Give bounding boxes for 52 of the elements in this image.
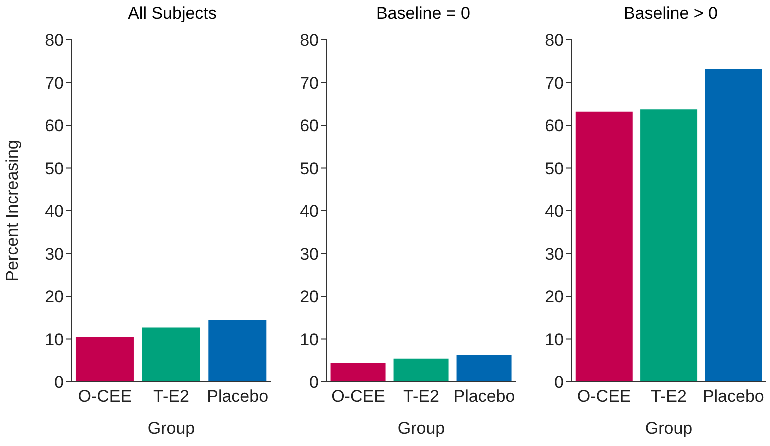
y-tick-label: 40 xyxy=(300,202,319,222)
bar xyxy=(576,112,633,382)
x-tick-label: Placebo xyxy=(454,387,516,406)
y-tick-label: 30 xyxy=(45,244,64,264)
y-tick-label: 80 xyxy=(545,31,564,50)
y-tick-label: 20 xyxy=(300,288,319,307)
y-axis-title: Percent Increasing xyxy=(3,140,22,282)
y-tick-label: 30 xyxy=(300,244,319,264)
bar xyxy=(208,320,267,382)
y-tick-label: 0 xyxy=(310,373,319,392)
chart-title: Baseline > 0 xyxy=(622,3,720,25)
y-tick-label: 10 xyxy=(300,330,319,350)
y-tick-label: 40 xyxy=(545,202,564,222)
y-tick-label: 10 xyxy=(45,330,64,350)
y-tick-label: 60 xyxy=(300,116,319,136)
y-tick-label: 50 xyxy=(45,159,64,178)
y-tick-label: 80 xyxy=(300,31,319,50)
y-tick-label: 20 xyxy=(545,288,564,307)
y-tick-label: 10 xyxy=(545,330,564,350)
x-tick-label: Placebo xyxy=(702,387,764,406)
y-tick-label: 70 xyxy=(545,74,564,93)
y-tick-label: 60 xyxy=(545,116,564,136)
x-tick-label: O-CEE xyxy=(332,387,386,406)
y-tick-label: 50 xyxy=(300,159,319,178)
chart-title: All Subjects xyxy=(127,3,218,25)
bar xyxy=(640,110,698,382)
x-axis-title: Group xyxy=(148,419,196,438)
bar xyxy=(705,69,762,382)
bar xyxy=(456,355,512,382)
y-tick-label: 20 xyxy=(45,288,64,307)
x-tick-label: O-CEE xyxy=(78,387,132,406)
y-tick-label: 40 xyxy=(45,202,64,222)
y-tick-label: 30 xyxy=(545,244,564,264)
bar xyxy=(394,358,449,382)
x-tick-label: Placebo xyxy=(207,387,269,406)
x-axis-title: Group xyxy=(398,419,446,438)
x-tick-label: T-E2 xyxy=(651,387,687,406)
y-tick-label: 0 xyxy=(54,373,64,392)
bar xyxy=(76,337,134,382)
chart-title: Baseline = 0 xyxy=(375,3,472,25)
bar xyxy=(330,363,386,382)
y-tick-label: 80 xyxy=(45,31,64,50)
y-tick-label: 70 xyxy=(45,74,64,93)
y-tick-label: 50 xyxy=(545,159,564,178)
y-tick-label: 0 xyxy=(554,373,564,392)
x-tick-label: O-CEE xyxy=(577,387,632,406)
x-tick-label: T-E2 xyxy=(154,387,190,406)
bar xyxy=(142,328,200,382)
x-axis-title: Group xyxy=(645,419,693,438)
x-tick-label: T-E2 xyxy=(404,387,440,406)
y-tick-label: 60 xyxy=(45,116,64,136)
y-tick-label: 70 xyxy=(300,74,319,93)
